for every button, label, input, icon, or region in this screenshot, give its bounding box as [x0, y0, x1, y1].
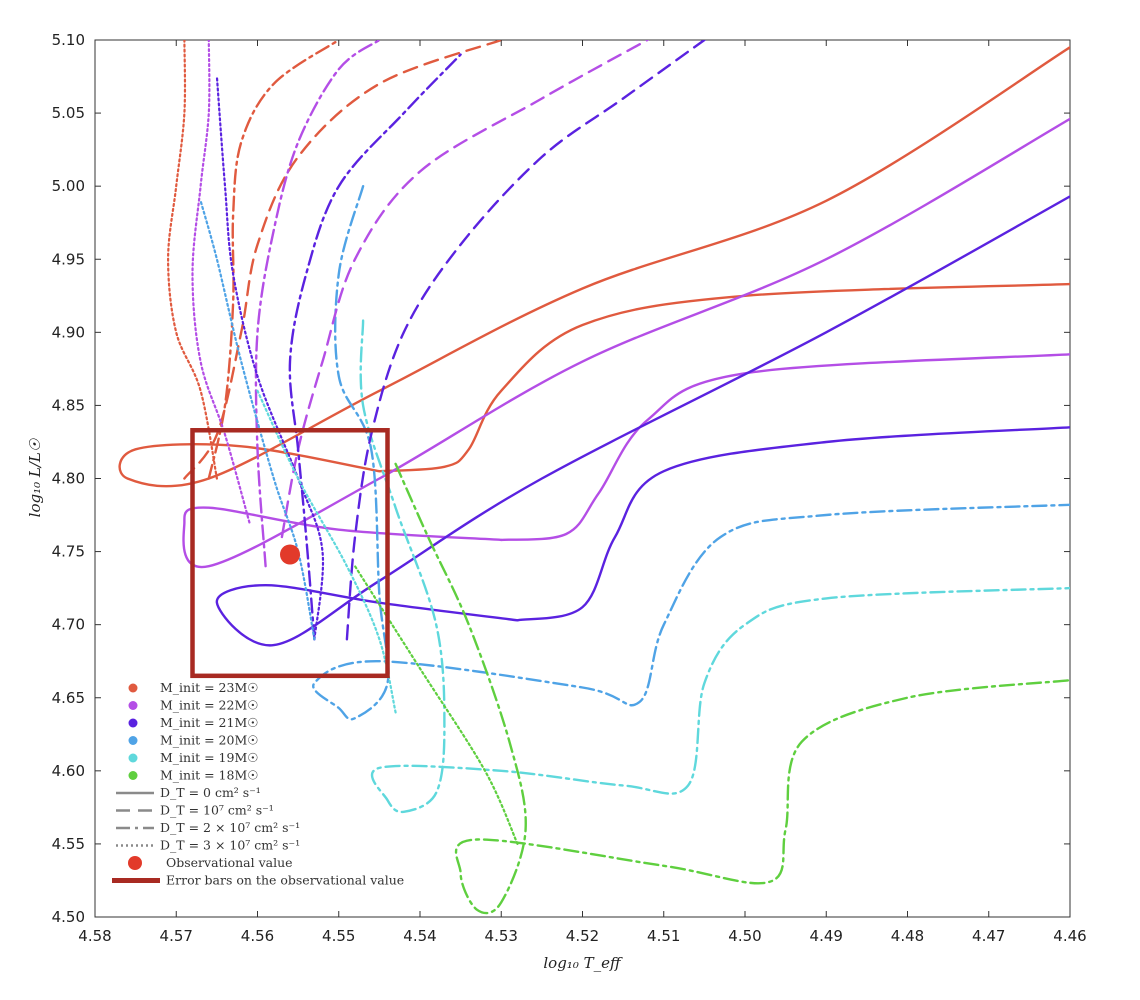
x-tick-label: 4.47 — [972, 927, 1005, 945]
track-20-dotted-18 — [199, 199, 316, 641]
legend-mass-marker — [128, 683, 138, 693]
x-tick-label: 4.53 — [485, 927, 518, 945]
track-23-solid-0 — [118, 46, 1070, 488]
legend-mass-label: M_init = 18M☉ — [160, 768, 258, 783]
x-tick-label: 4.57 — [160, 927, 193, 945]
x-tick-label: 4.46 — [1053, 927, 1086, 945]
legend-mass-marker — [128, 718, 138, 728]
track-21-solid-5 — [516, 426, 1070, 622]
legend-mass-marker — [128, 701, 138, 710]
y-tick-label: 4.55 — [52, 835, 85, 853]
legend: M_init = 23M☉ M_init = 22M☉ M_init = 21M☉ M… — [112, 680, 404, 888]
track-18-dotted-20 — [353, 565, 519, 845]
track-21-dashdot-14 — [288, 53, 462, 641]
legend-mass-label: M_init = 22M☉ — [160, 698, 258, 713]
legend-style-label: D_T = 2 × 10⁷ cm² s⁻¹ — [160, 820, 300, 835]
x-axis-title: log₁₀ T_eff — [543, 954, 623, 972]
x-tick-label: 4.49 — [810, 927, 843, 945]
track-18-dashdot-8 — [394, 462, 1070, 915]
y-tick-label: 5.00 — [52, 177, 85, 195]
legend-mass-label: M_init = 23M☉ — [160, 680, 258, 695]
track-19-dotted-19 — [256, 389, 397, 714]
legend-style-label: D_T = 3 × 10⁷ cm² s⁻¹ — [160, 838, 300, 853]
track-23-dotted-15 — [167, 40, 218, 480]
legend-observation-label: Observational value — [166, 855, 293, 870]
ticks-layer: 4.58 4.57 4.56 4.55 4.54 4.53 4.52 4.51 4.50 4.49… — [52, 31, 1087, 945]
legend-mass-label: M_init = 19M☉ — [160, 750, 258, 765]
x-tick-label: 4.54 — [403, 927, 436, 945]
x-tick-label: 4.48 — [891, 927, 924, 945]
y-axis-title: log₁₀ L/L☉ — [26, 438, 44, 517]
legend-style-label: D_T = 0 cm² s⁻¹ — [160, 785, 261, 800]
y-tick-label: 5.05 — [52, 104, 85, 122]
legend-mass-marker — [128, 736, 138, 745]
track-19-dashdot-7 — [359, 319, 1070, 814]
y-tick-label: 4.95 — [52, 250, 85, 268]
track-21-dotted-17 — [215, 75, 325, 641]
track-21-solid-4 — [215, 195, 1070, 647]
track-23-dashdot-12 — [207, 40, 340, 480]
track-22-dashdot-13 — [254, 40, 381, 568]
series-layer — [118, 40, 1070, 915]
x-tick-label: 4.55 — [322, 927, 355, 945]
legend-mass-marker — [128, 753, 138, 763]
track-23-solid-1 — [378, 282, 1070, 473]
x-tick-label: 4.58 — [78, 927, 111, 945]
track-22-dotted-16 — [191, 40, 251, 524]
y-tick-label: 5.10 — [52, 31, 85, 49]
observational-value-point — [280, 544, 300, 565]
track-21-dashed-11 — [345, 40, 706, 641]
legend-error-label: Error bars on the observational value — [166, 873, 404, 888]
y-tick-label: 4.70 — [52, 616, 85, 634]
y-tick-label: 4.85 — [52, 396, 85, 414]
x-tick-label: 4.52 — [566, 927, 599, 945]
legend-mass-label: M_init = 21M☉ — [160, 715, 258, 730]
legend-observation-marker — [128, 856, 142, 870]
observation-layer — [190, 428, 390, 679]
error-bars-box — [190, 428, 390, 679]
x-tick-label: 4.50 — [728, 927, 761, 945]
legend-style-label: D_T = 10⁷ cm² s⁻¹ — [160, 803, 274, 818]
y-tick-label: 4.80 — [52, 470, 85, 488]
x-tick-label: 4.51 — [647, 927, 680, 945]
track-23-dashed-9 — [183, 40, 503, 480]
legend-mass-marker — [128, 771, 138, 780]
track-22-solid-3 — [500, 353, 1070, 542]
track-20-dashdot-6 — [312, 185, 1070, 721]
legend-mass-label: M_init = 20M☉ — [160, 733, 258, 748]
y-tick-label: 4.65 — [52, 689, 85, 707]
x-tick-label: 4.56 — [241, 927, 274, 945]
y-tick-label: 4.50 — [52, 908, 85, 926]
y-tick-label: 4.60 — [52, 762, 85, 780]
track-22-solid-2 — [182, 117, 1070, 569]
y-tick-label: 4.75 — [52, 543, 85, 561]
y-tick-label: 4.90 — [52, 323, 85, 341]
